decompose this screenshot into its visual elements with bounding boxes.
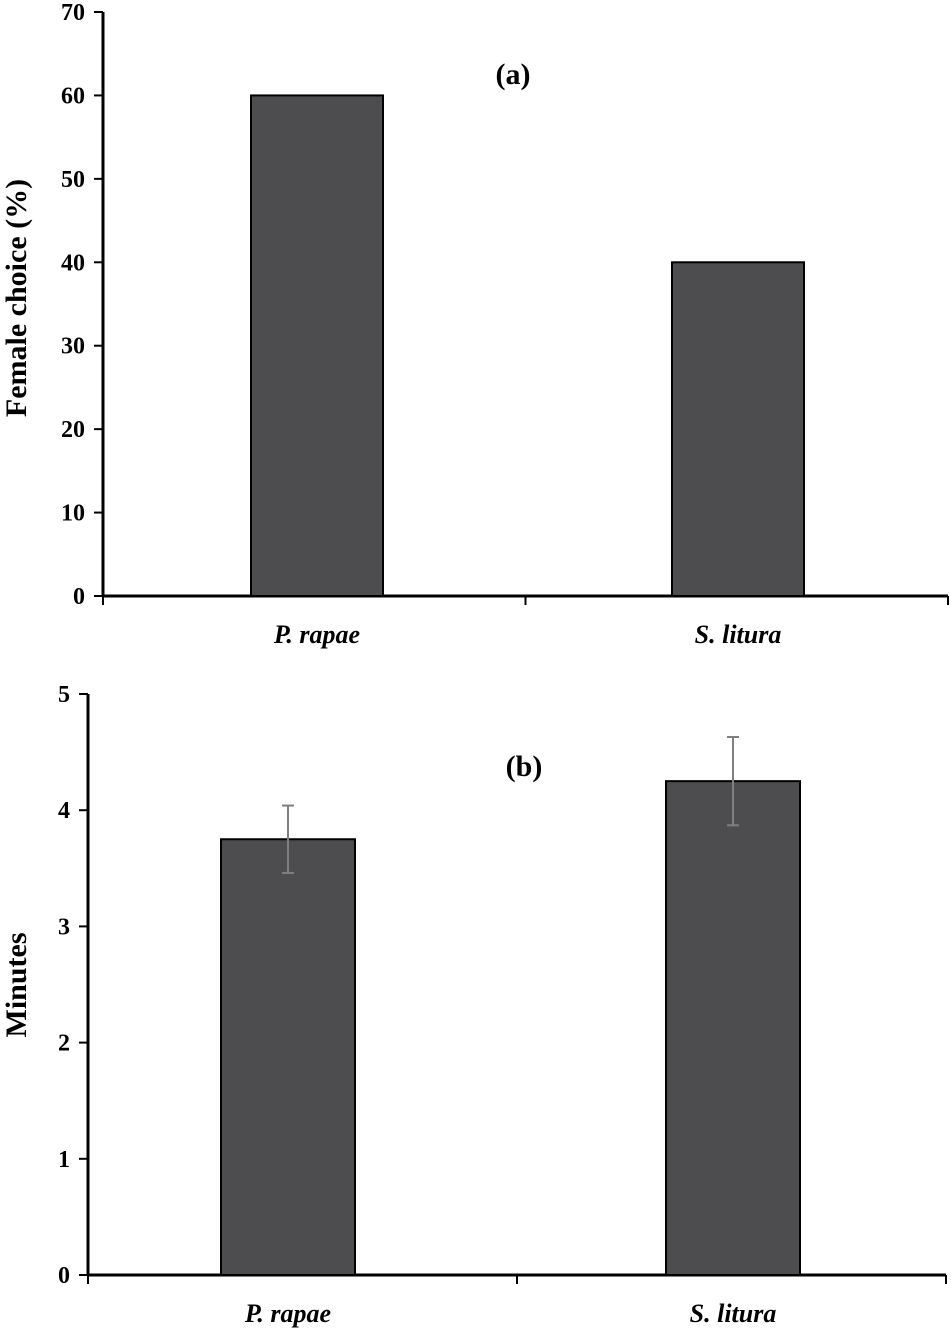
- y-tick-label-a: 70: [61, 0, 85, 26]
- y-tick-label-a: 10: [61, 501, 85, 527]
- y-tick-label-b: 4: [58, 798, 70, 824]
- y-tick-label-a: 50: [61, 167, 85, 193]
- x-category-label-b-0: P. rapae: [244, 1299, 331, 1328]
- bar-b-0: [220, 838, 356, 1276]
- bar-a-1: [671, 261, 805, 597]
- y-tick-label-b: 5: [58, 682, 70, 708]
- y-tick-label-b: 0: [58, 1263, 70, 1289]
- y-tick-label-b: 3: [58, 914, 70, 940]
- y-tick-label-a: 20: [61, 417, 85, 443]
- y-tick-label-a: 30: [61, 334, 85, 360]
- y-tick-label-a: 0: [73, 584, 85, 610]
- panel-label-b: (b): [506, 750, 543, 783]
- bar-b-1: [665, 780, 801, 1277]
- x-category-label-b-1: S. litura: [690, 1299, 777, 1328]
- bar-a-0: [250, 94, 384, 598]
- panel-label-a: (a): [496, 58, 531, 91]
- x-category-label-a-0: P. rapae: [273, 620, 360, 649]
- y-tick-label-b: 2: [58, 1031, 70, 1057]
- y-tick-label-a: 60: [61, 83, 85, 109]
- y-tick-label-a: 40: [61, 250, 85, 276]
- x-category-label-a-1: S. litura: [695, 620, 782, 649]
- y-axis-title-b: Minutes: [0, 933, 33, 1038]
- y-axis-title-a: Female choice (%): [0, 179, 33, 417]
- y-tick-label-b: 1: [58, 1147, 70, 1173]
